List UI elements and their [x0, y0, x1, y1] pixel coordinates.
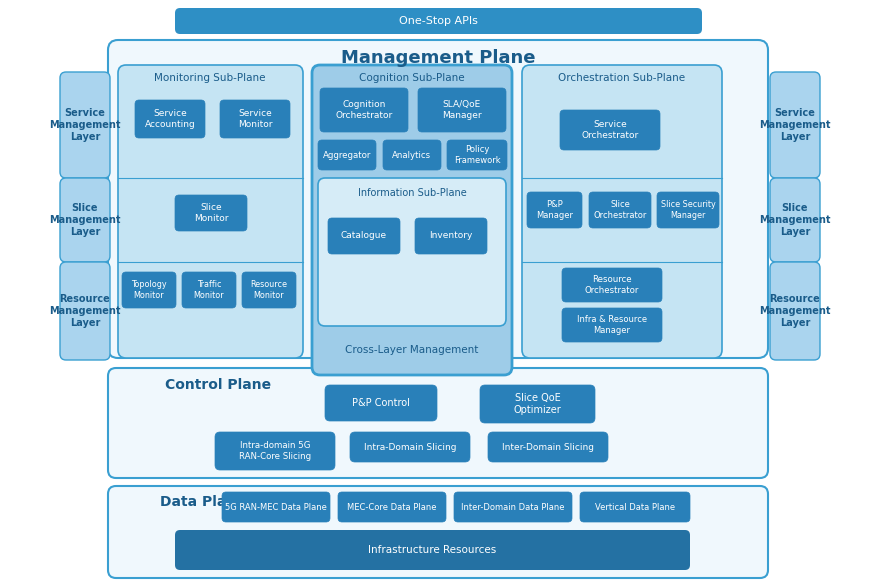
FancyBboxPatch shape [769, 178, 819, 262]
FancyBboxPatch shape [453, 492, 571, 522]
Text: Service
Monitor: Service Monitor [238, 110, 272, 129]
FancyBboxPatch shape [222, 492, 330, 522]
Text: Orchestration Sub-Plane: Orchestration Sub-Plane [558, 73, 685, 83]
FancyBboxPatch shape [175, 8, 702, 34]
Text: Inventory: Inventory [429, 231, 472, 240]
FancyBboxPatch shape [415, 218, 487, 254]
Text: Information Sub-Plane: Information Sub-Plane [357, 188, 466, 198]
FancyBboxPatch shape [60, 72, 110, 178]
Text: Aggregator: Aggregator [323, 151, 371, 159]
FancyBboxPatch shape [382, 140, 440, 170]
Text: Management Plane: Management Plane [340, 49, 535, 67]
FancyBboxPatch shape [215, 432, 335, 470]
FancyBboxPatch shape [317, 178, 505, 326]
Text: Resource
Management
Layer: Resource Management Layer [759, 294, 830, 328]
FancyBboxPatch shape [60, 262, 110, 360]
Text: Control Plane: Control Plane [165, 378, 271, 392]
Text: Infrastructure Resources: Infrastructure Resources [367, 545, 496, 555]
Text: Slice Security
Manager: Slice Security Manager [660, 200, 715, 220]
Text: Slice QoE
Optimizer: Slice QoE Optimizer [513, 393, 560, 415]
Text: Intra-Domain Slicing: Intra-Domain Slicing [363, 442, 456, 451]
Text: Service
Management
Layer: Service Management Layer [759, 108, 830, 142]
FancyBboxPatch shape [488, 432, 607, 462]
FancyBboxPatch shape [108, 40, 767, 358]
FancyBboxPatch shape [220, 100, 289, 138]
Text: Slice
Management
Layer: Slice Management Layer [49, 203, 121, 237]
Text: Service
Management
Layer: Service Management Layer [49, 108, 121, 142]
Text: P&P
Manager: P&P Manager [535, 200, 573, 220]
FancyBboxPatch shape [108, 368, 767, 478]
Text: Service
Orchestrator: Service Orchestrator [581, 120, 638, 139]
FancyBboxPatch shape [175, 195, 246, 231]
Text: Analytics: Analytics [392, 151, 431, 159]
FancyBboxPatch shape [108, 486, 767, 578]
Text: Cognition
Orchestrator: Cognition Orchestrator [335, 100, 392, 120]
FancyBboxPatch shape [311, 65, 511, 375]
Text: SLA/QoE
Manager: SLA/QoE Manager [442, 100, 481, 120]
FancyBboxPatch shape [560, 110, 660, 150]
Text: Inter-Domain Data Plane: Inter-Domain Data Plane [460, 503, 564, 512]
FancyBboxPatch shape [561, 308, 661, 342]
FancyBboxPatch shape [182, 272, 236, 308]
FancyBboxPatch shape [580, 492, 689, 522]
Text: 5G RAN-MEC Data Plane: 5G RAN-MEC Data Plane [225, 503, 326, 512]
Text: One-Stop APIs: One-Stop APIs [398, 16, 477, 26]
FancyBboxPatch shape [480, 385, 595, 423]
Text: Topology
Monitor: Topology Monitor [131, 280, 167, 299]
Text: MEC-Core Data Plane: MEC-Core Data Plane [347, 503, 436, 512]
FancyBboxPatch shape [522, 65, 721, 358]
FancyBboxPatch shape [769, 262, 819, 360]
FancyBboxPatch shape [588, 192, 650, 228]
Text: Policy
Framework: Policy Framework [453, 145, 500, 165]
Text: Catalogue: Catalogue [340, 231, 387, 240]
FancyBboxPatch shape [561, 268, 661, 302]
Text: Inter-Domain Slicing: Inter-Domain Slicing [502, 442, 594, 451]
FancyBboxPatch shape [317, 140, 375, 170]
Text: Cross-Layer Management: Cross-Layer Management [345, 345, 478, 355]
FancyBboxPatch shape [446, 140, 506, 170]
Text: P&P Control: P&P Control [352, 398, 410, 408]
FancyBboxPatch shape [338, 492, 446, 522]
FancyBboxPatch shape [769, 72, 819, 178]
FancyBboxPatch shape [319, 88, 408, 132]
Text: Vertical Data Plane: Vertical Data Plane [595, 503, 674, 512]
Text: Intra-domain 5G
RAN-Core Slicing: Intra-domain 5G RAN-Core Slicing [239, 441, 310, 461]
Text: Slice
Management
Layer: Slice Management Layer [759, 203, 830, 237]
Text: Slice
Monitor: Slice Monitor [194, 203, 228, 223]
FancyBboxPatch shape [242, 272, 296, 308]
FancyBboxPatch shape [118, 65, 303, 358]
FancyBboxPatch shape [328, 218, 400, 254]
FancyBboxPatch shape [122, 272, 175, 308]
FancyBboxPatch shape [135, 100, 204, 138]
Text: Infra & Resource
Manager: Infra & Resource Manager [576, 315, 646, 335]
Text: Slice
Orchestrator: Slice Orchestrator [593, 200, 646, 220]
FancyBboxPatch shape [60, 178, 110, 262]
FancyBboxPatch shape [526, 192, 581, 228]
FancyBboxPatch shape [324, 385, 437, 421]
Text: Traffic
Monitor: Traffic Monitor [194, 280, 224, 299]
Text: Data Plane: Data Plane [160, 495, 246, 509]
FancyBboxPatch shape [350, 432, 469, 462]
Text: Cognition Sub-Plane: Cognition Sub-Plane [359, 73, 464, 83]
Text: Monitoring Sub-Plane: Monitoring Sub-Plane [154, 73, 266, 83]
FancyBboxPatch shape [417, 88, 505, 132]
Text: Service
Accounting: Service Accounting [145, 110, 196, 129]
FancyBboxPatch shape [175, 530, 689, 570]
FancyBboxPatch shape [656, 192, 718, 228]
Text: Resource
Orchestrator: Resource Orchestrator [584, 275, 638, 295]
Text: Resource
Monitor: Resource Monitor [250, 280, 287, 299]
Text: Resource
Management
Layer: Resource Management Layer [49, 294, 121, 328]
